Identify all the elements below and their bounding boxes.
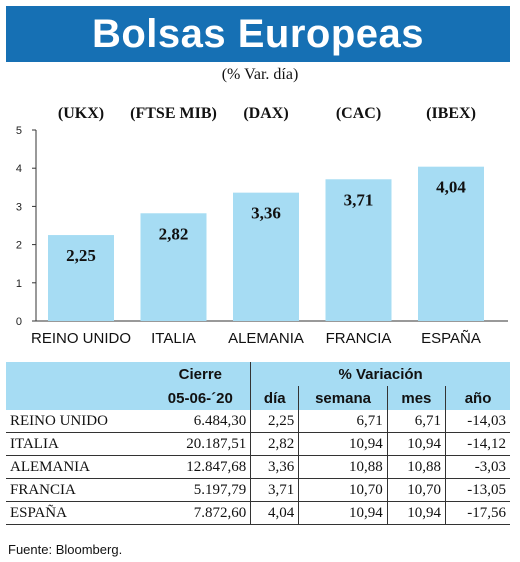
- row-semana: 10,70: [298, 478, 388, 502]
- row-semana: 6,71: [298, 410, 388, 433]
- row-cierre: 20.187,51: [150, 432, 251, 456]
- row-mes: 10,94: [386, 432, 446, 456]
- row-semana: 10,94: [298, 432, 388, 456]
- index-code-label: (CAC): [336, 105, 381, 122]
- row-mes: 10,70: [386, 478, 446, 502]
- table-row: ALEMANIA 12.847,68 3,36 10,88 10,88 -3,0…: [6, 455, 510, 479]
- row-semana: 10,94: [298, 501, 388, 525]
- index-code-label: (FTSE MIB): [130, 105, 217, 122]
- index-code-label: (DAX): [243, 105, 288, 122]
- x-tick-label: REINO UNIDO: [31, 330, 131, 347]
- table-col-fecha: 05-06-´20: [150, 386, 251, 410]
- bar: [325, 179, 392, 321]
- row-name: ALEMANIA: [6, 455, 151, 479]
- row-name: ESPAÑA: [6, 501, 151, 525]
- table-group-variacion: % Variación: [250, 362, 510, 386]
- index-code-label: (UKX): [58, 105, 104, 122]
- bar: [233, 192, 299, 321]
- y-tick-label: 1: [16, 278, 22, 290]
- y-tick-label: 0: [16, 316, 22, 328]
- table-col-semana: semana: [298, 386, 388, 410]
- row-mes: 10,94: [386, 501, 446, 525]
- table-col-ano: año: [445, 386, 510, 410]
- table-group-cierre: Cierre: [150, 362, 251, 386]
- x-tick-label: ITALIA: [151, 330, 196, 347]
- page-title: Bolsas Europeas: [91, 11, 425, 56]
- y-tick-label: 5: [16, 125, 22, 137]
- table-row: ESPAÑA 7.872,60 4,04 10,94 10,94 -17,56: [6, 501, 510, 525]
- row-name: FRANCIA: [6, 478, 151, 502]
- index-table: Cierre % Variación 05-06-´20 día semana …: [6, 362, 510, 525]
- y-tick-label: 2: [16, 240, 22, 252]
- row-mes: 10,88: [386, 455, 446, 479]
- table-col-mes: mes: [386, 386, 446, 410]
- table-col-dia: día: [250, 386, 299, 410]
- table-row: FRANCIA 5.197,79 3,71 10,70 10,70 -13,05: [6, 478, 510, 502]
- x-tick-label: ALEMANIA: [228, 330, 304, 347]
- row-dia: 2,82: [250, 432, 299, 456]
- table-row: ITALIA 20.187,51 2,82 10,94 10,94 -14,12: [6, 432, 510, 456]
- data-label: 3,71: [344, 190, 374, 209]
- data-label: 4,04: [436, 178, 466, 197]
- bar: [140, 213, 207, 321]
- row-cierre: 5.197,79: [150, 478, 251, 502]
- row-dia: 4,04: [250, 501, 299, 525]
- bar: [418, 166, 484, 321]
- index-code-label: (IBEX): [426, 105, 476, 122]
- y-tick-label: 3: [16, 201, 22, 213]
- row-ano: -13,05: [445, 478, 510, 502]
- row-name: ITALIA: [6, 432, 151, 456]
- row-dia: 3,36: [250, 455, 299, 479]
- table-row: REINO UNIDO 6.484,30 2,25 6,71 6,71 -14,…: [6, 410, 510, 433]
- row-semana: 10,88: [298, 455, 388, 479]
- row-ano: -17,56: [445, 501, 510, 525]
- data-label: 2,25: [66, 246, 96, 265]
- x-tick-label: ESPAÑA: [421, 330, 481, 347]
- table-header-blank: [6, 362, 151, 386]
- row-ano: -14,03: [445, 410, 510, 433]
- chart-subtitle: (% Var. día): [221, 66, 299, 83]
- row-dia: 2,25: [250, 410, 299, 433]
- row-ano: -3,03: [445, 455, 510, 479]
- row-cierre: 7.872,60: [150, 501, 251, 525]
- source-note: Fuente: Bloomberg.: [8, 542, 123, 557]
- table-header-blank-2: [6, 386, 151, 410]
- row-cierre: 12.847,68: [150, 455, 251, 479]
- data-label: 2,82: [159, 224, 189, 243]
- row-cierre: 6.484,30: [150, 410, 251, 433]
- y-tick-label: 4: [16, 163, 22, 175]
- row-mes: 6,71: [386, 410, 446, 433]
- row-dia: 3,71: [250, 478, 299, 502]
- row-name: REINO UNIDO: [6, 410, 151, 433]
- bar-chart: 0 1 2 3 4 5 2,25 (UKX) REINO UNIDO 2,82 (FTSE MIB)…: [16, 105, 508, 347]
- data-label: 3,36: [251, 204, 281, 223]
- x-tick-label: FRANCIA: [326, 330, 392, 347]
- title-banner: Bolsas Europeas: [6, 6, 510, 62]
- row-ano: -14,12: [445, 432, 510, 456]
- bar: [48, 235, 114, 321]
